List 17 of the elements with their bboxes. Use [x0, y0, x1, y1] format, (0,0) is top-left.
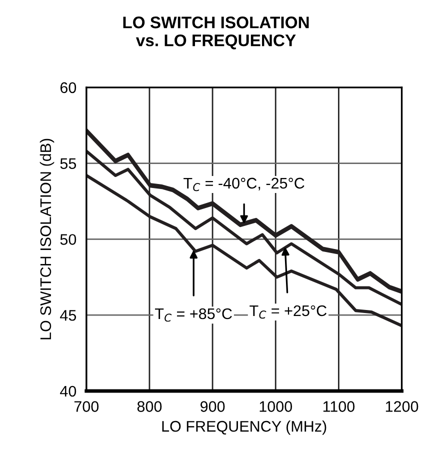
y-tick-label: 60: [60, 82, 76, 94]
x-tick-label: 1100: [323, 401, 355, 412]
x-tick-label: 700: [74, 401, 99, 412]
x-tick-label: 1000: [260, 401, 292, 412]
y-tick-label: 55: [60, 158, 76, 169]
x-tick-label: 900: [200, 401, 225, 412]
annotation: T$_{C}$ = +25°C: [250, 305, 327, 319]
x-axis-title: LO FREQUENCY (MHz): [162, 420, 326, 435]
chart-title: LO SWITCH ISOLATION vs. LO FREQUENCY: [123, 16, 309, 50]
x-tick-label: 800: [137, 401, 162, 412]
annotation: T$_{C}$ = +85°C: [155, 308, 232, 322]
y-axis-title: LO SWITCH ISOLATION (dB): [40, 138, 54, 340]
annotation: T$_{C}$ = -40°C, -25°C: [184, 178, 304, 192]
x-tick-label: 1200: [386, 401, 418, 412]
y-tick-label: 40: [60, 386, 76, 397]
y-tick-label: 50: [60, 234, 76, 245]
y-tick-label: 45: [60, 310, 76, 321]
